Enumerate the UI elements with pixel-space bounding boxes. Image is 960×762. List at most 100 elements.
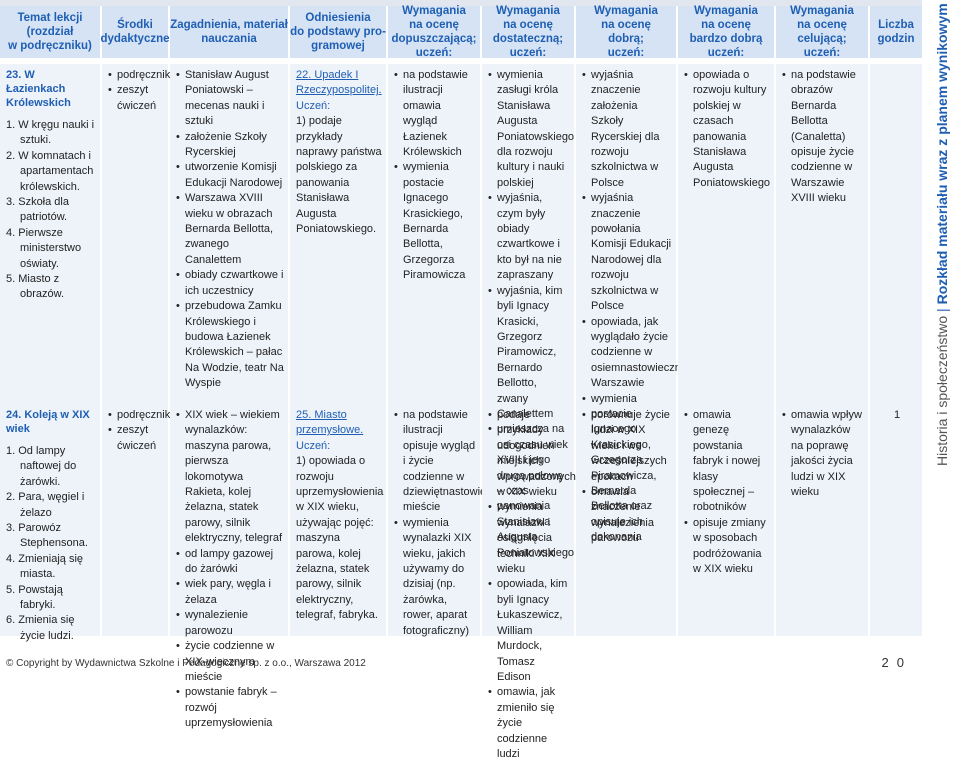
top-strip: [0, 0, 922, 6]
list-item: zeszyt ćwiczeń: [108, 423, 164, 454]
row1-content: Stanisław August Poniatowski – mecenas n…: [176, 68, 284, 392]
row1-topic-title: 23. W Łazienkach Królewskich: [6, 69, 71, 109]
list-item: 4. Zmieniają się miasta.: [6, 552, 84, 581]
list-item: omawia wpływ wynalazków na poprawę jakoś…: [782, 408, 864, 500]
list-item: wyjaśnia, czym były obiady czwartkowe i …: [488, 191, 570, 283]
row2-hours: 1: [893, 409, 901, 421]
list-item: omawia znaczenie wynalezienia parowozu: [582, 485, 672, 547]
row2-ref-label: Uczeń:: [296, 439, 331, 452]
list-item: wynalezienie parowozu: [176, 608, 284, 639]
header-reference: Odniesienia do podstawy pro- gramowej: [290, 6, 386, 58]
column-req-excel: Wymagania na ocenę celującą; uczeń: na p…: [776, 5, 868, 636]
list-item: wymienia zasługi króla Stanisława August…: [488, 68, 574, 191]
list-item: 5. Powstają fabryki.: [6, 583, 63, 612]
body-reference: 22. Upadek I Rzeczypospolitej. Uczeń: 1)…: [290, 64, 386, 636]
list-item: opisuje zmiany w sposobach podróżowania …: [684, 516, 770, 578]
body-req-vgood: opowiada o rozwoju kultury polskiej w cz…: [678, 64, 774, 636]
list-item: omawia, jak zmieniło się życie codzienne…: [488, 685, 570, 762]
body-topic: 23. W Łazienkach Królewskich 1. W kręgu …: [0, 64, 100, 642]
page: Temat lekcji (rozdział w podręczniku) 23…: [0, 0, 960, 672]
list-item: wymienia wynalazki i osiągnięcia technik…: [488, 500, 570, 577]
row2-topic-title: 24. Koleją w XIX wiek: [6, 409, 90, 435]
list-item: wymienia wynalazki XIX wieku, jakich uży…: [394, 516, 476, 639]
body-req-pass: na podstawie ilustracji omawia wygląd Ła…: [388, 64, 518, 639]
header-req-vgood: Wymagania na ocenę bardzo dobrą uczeń:: [678, 5, 774, 59]
row2-req-sat: podaje przykłady udogodnień miejskich wp…: [488, 408, 576, 762]
row1-aids: podręcznikzeszyt ćwiczeń: [108, 68, 170, 114]
list-item: wyjaśnia, kim byli Ignacy Krasicki, Grze…: [488, 284, 570, 423]
column-hours: Liczba godzin 1: [870, 6, 922, 636]
list-item: wiek pary, węgla i żelaza: [176, 577, 284, 608]
list-item: 3. Szkoła dla patriotów.: [6, 196, 69, 224]
list-item: obiady czwartkowe i ich uczestnicy: [176, 268, 284, 299]
row2-req-vgood: omawia genezę powstania fabryk i nowej k…: [684, 408, 770, 577]
row1-ref-text: 1) podaje przykłady naprawy państwa pols…: [296, 115, 382, 236]
row1-subtopics: 1. W kręgu nauki i sztuki. 2. W komnatach…: [6, 118, 96, 303]
header-topic: Temat lekcji (rozdział w podręczniku): [0, 6, 100, 58]
list-item: przebudowa Zamku Królewskiego i budowa Ł…: [176, 299, 284, 391]
row1-req-excel: na podstawie obrazów Bernarda Bellotta (…: [782, 68, 864, 207]
list-item: 5. Miasto z obrazów.: [6, 273, 65, 301]
header-req-excel: Wymagania na ocenę celującą; uczeń:: [776, 5, 868, 59]
list-item: Stanisław August Poniatowski – mecenas n…: [176, 68, 284, 130]
list-item: wyjaśnia znaczenie powołania Komisji Edu…: [582, 191, 672, 314]
body-req-excel: na podstawie obrazów Bernarda Bellotta (…: [776, 64, 868, 636]
row1-req-pass: na podstawie ilustracji omawia wygląd Ła…: [394, 68, 476, 284]
page-number: 20: [881, 655, 912, 670]
column-topic: Temat lekcji (rozdział w podręczniku) 23…: [0, 6, 100, 642]
row2-req-good: porównuje życie ludzi w XIX wieku i we w…: [582, 408, 672, 547]
row2-topic-cell: 24. Koleją w XIX wiek 1. Od lampy naftow…: [0, 408, 100, 644]
column-req-vgood: Wymagania na ocenę bardzo dobrą uczeń: o…: [678, 5, 774, 636]
row2-ref-text: 1) opowiada o rozwoju uprzemysłowienia w…: [296, 455, 384, 622]
list-item: opowiada o rozwoju kultury polskiej w cz…: [684, 68, 770, 191]
column-content: Zagadnienia, materiał nauczania Stanisła…: [170, 6, 288, 729]
list-item: opowiada, jak wyglądało życie codzienne …: [582, 315, 689, 392]
row1-ref-label: Uczeń:: [296, 99, 331, 112]
list-item: 1. W kręgu nauki i sztuki.: [6, 119, 95, 147]
row2-ref-title: 25. Miasto przemysłowe.: [296, 409, 364, 437]
list-item: od lampy gazowej do żarówki: [176, 547, 284, 578]
row1-topic-cell: 23. W Łazienkach Królewskich 1. W kręgu …: [0, 68, 100, 303]
list-item: podręcznik: [108, 408, 170, 424]
list-item: 2. W komnatach i apartamentach królewski…: [6, 149, 94, 193]
list-item: założenie Szkoły Rycerskiej: [176, 130, 284, 161]
column-req-pass: Wymagania na ocenę dopuszczającą; uczeń:…: [388, 5, 518, 639]
body-req-good: wyjaśnia znaczenie założenia Szkoły Ryce…: [576, 64, 689, 636]
row2-subtopics: 1. Od lampy naftowej do żarówki. 2. Para,…: [6, 444, 96, 644]
list-item: wymienia postacie Ignacego Krasickiego, …: [394, 160, 476, 283]
list-item: 4. Pierwsze ministerstwo oświaty.: [6, 226, 82, 270]
list-item: powstanie fabryk – rozwój uprzemysłowien…: [176, 685, 284, 731]
row2-req-pass: na podstawie ilustracji opisuje wygląd i…: [394, 408, 518, 639]
row2-content: XIX wiek – wiekiem wynalazków: maszyna p…: [176, 408, 284, 732]
list-item: omawia genezę powstania fabryk i nowej k…: [684, 408, 770, 516]
header-req-good: Wymagania na ocenę dobrą; uczeń:: [576, 5, 676, 59]
list-item: na podstawie ilustracji omawia wygląd Ła…: [394, 68, 476, 160]
column-reference: Odniesienia do podstawy pro- gramowej 22…: [290, 6, 386, 636]
sidebar-title: Historia i społeczeństwo | Rozkład mater…: [934, 3, 954, 466]
vertical-sidebar: Historia i społeczeństwo | Rozkład mater…: [926, 0, 960, 672]
header-hours: Liczba godzin: [870, 6, 922, 58]
list-item: wyjaśnia znaczenie założenia Szkoły Ryce…: [582, 68, 672, 191]
list-item: Warszawa XVIII wieku w obrazach Bernarda…: [176, 191, 284, 268]
header-req-pass: Wymagania na ocenę dopuszczającą; uczeń:: [388, 5, 480, 59]
list-item: na podstawie ilustracji opisuje wygląd i…: [394, 408, 518, 516]
list-item: 3. Parowóz Stephensona.: [6, 522, 88, 550]
row1-req-vgood: opowiada o rozwoju kultury polskiej w cz…: [684, 68, 770, 191]
row2-aids: podręcznikzeszyt ćwiczeń: [108, 408, 170, 454]
list-item: podaje przykłady udogodnień miejskich wp…: [488, 408, 576, 500]
row2-req-excel: omawia wpływ wynalazków na poprawę jakoś…: [782, 408, 864, 500]
list-item: podręcznik: [108, 68, 170, 84]
column-req-sat: Wymagania na ocenę dostateczną; uczeń: w…: [482, 5, 576, 760]
list-item: 6. Zmienia się życie ludzi.: [6, 614, 75, 642]
sidebar-main-title: Rozkład materiału wraz z planem wynikowy…: [934, 3, 950, 305]
column-req-good: Wymagania na ocenę dobrą; uczeń: wyjaśni…: [576, 5, 689, 636]
header-aids: Środki dydaktyczne: [100, 6, 170, 58]
list-item: 2. Para, węgiel i żelazo: [6, 491, 85, 519]
body-aids: podręcznikzeszyt ćwiczeń podręcznikzeszy…: [102, 64, 170, 636]
sidebar-subtitle: Historia i społeczeństwo: [934, 315, 950, 466]
list-item: na podstawie obrazów Bernarda Bellotta (…: [782, 68, 864, 207]
header-content: Zagadnienia, materiał nauczania: [170, 6, 288, 58]
copyright-text: © Copyright by Wydawnictwa Szkolne i Ped…: [6, 658, 366, 669]
row1-reference: 22. Upadek I Rzeczypospolitej. Uczeń: 1)…: [290, 68, 386, 237]
header-req-sat: Wymagania na ocenę dostateczną; uczeń:: [482, 5, 574, 59]
